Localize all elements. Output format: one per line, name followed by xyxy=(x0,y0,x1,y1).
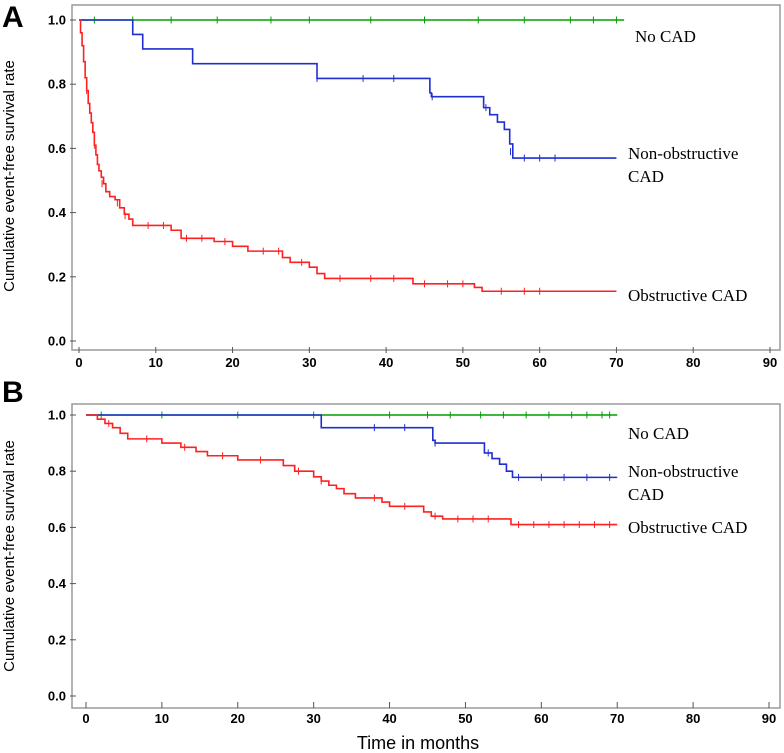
panel-b-y-tick-label: 0.0 xyxy=(48,689,66,704)
panel-b-x-tick-label: 30 xyxy=(306,711,320,726)
panel-a-x-tick-label: 10 xyxy=(149,355,163,370)
panel-a-x-tick-label: 40 xyxy=(379,355,393,370)
panel-a-x-tick-label: 0 xyxy=(75,355,82,370)
panel-a-ticks: 0 10 20 30 40 50 60 70 80 90 0.0 0.2 0.4 0.6 0.8 1.0 xyxy=(48,13,777,371)
panel-a-y-tick-label: 0.8 xyxy=(48,77,66,92)
panel-a-label-nonobstructive-line1: Non-obstructive xyxy=(628,144,738,163)
panel-b-label-no-cad: No CAD xyxy=(628,424,689,443)
panel-a-letter: A xyxy=(2,1,24,34)
panel-b-letter: B xyxy=(2,376,24,409)
panel-a-x-tick-label: 80 xyxy=(686,355,700,370)
panel-a: A Cumulative event-free survival rate 0 1… xyxy=(1,1,781,371)
panel-b-y-tick-label: 1.0 xyxy=(48,408,66,423)
panel-a-x-tick-label: 50 xyxy=(456,355,470,370)
panel-a-series xyxy=(79,16,625,295)
panel-a-y-axis-label: Cumulative event-free survival rate xyxy=(1,60,18,292)
panel-b-x-tick-label: 60 xyxy=(534,711,548,726)
panel-a-y-tick-label: 0.4 xyxy=(48,205,67,220)
panel-b-x-tick-label: 70 xyxy=(610,711,624,726)
panel-b-x-tick-label: 80 xyxy=(686,711,700,726)
panel-b-label-nonobstructive-line1: Non-obstructive xyxy=(628,462,738,481)
panel-a-x-tick-label: 90 xyxy=(763,355,777,370)
panel-b-y-tick-label: 0.8 xyxy=(48,464,66,479)
panel-b-label-nonobstructive-line2: CAD xyxy=(628,485,664,504)
panel-b-y-axis-label: Cumulative event-free survival rate xyxy=(1,440,18,672)
panel-b-y-tick-label: 0.2 xyxy=(48,632,66,647)
panel-a-label-no-cad: No CAD xyxy=(635,27,696,46)
panel-a-x-tick-label: 20 xyxy=(225,355,239,370)
panel-a-frame xyxy=(71,4,781,351)
panel-a-y-tick-label: 0.6 xyxy=(48,141,66,156)
panel-b-ticks: 0 10 20 30 40 50 60 70 80 90 0.0 0.2 0.4 0.6 0.8 1.0 xyxy=(48,408,776,727)
panel-b-x-tick-label: 40 xyxy=(382,711,396,726)
panel-a-x-tick-label: 30 xyxy=(302,355,316,370)
panel-b-x-tick-label: 10 xyxy=(155,711,169,726)
panel-b-x-tick-label: 0 xyxy=(82,711,89,726)
panel-a-y-tick-label: 0.0 xyxy=(48,334,66,349)
panel-b-series xyxy=(86,411,618,529)
panel-a-curve-obstructive-cad xyxy=(79,19,617,293)
panel-a-y-tick-label: 0.2 xyxy=(48,269,66,284)
panel-a-curve-nonobstructive-cad xyxy=(79,19,617,159)
panel-b-x-tick-label: 20 xyxy=(231,711,245,726)
panel-a-label-obstructive: Obstructive CAD xyxy=(628,286,747,305)
panel-b-label-obstructive: Obstructive CAD xyxy=(628,518,747,537)
panel-a-y-tick-label: 1.0 xyxy=(48,13,66,28)
panel-b-x-tick-label: 50 xyxy=(458,711,472,726)
panel-b: B Cumulative event-free survival rate 0 1… xyxy=(1,376,781,753)
panel-b-curve-nonobstructive-cad xyxy=(86,414,618,479)
panel-b-y-tick-label: 0.4 xyxy=(48,576,67,591)
panel-b-y-tick-label: 0.6 xyxy=(48,520,66,535)
panel-b-x-tick-label: 90 xyxy=(762,711,776,726)
panel-b-curve-obstructive-cad xyxy=(86,414,618,526)
panel-b-frame xyxy=(71,403,781,709)
panel-a-x-tick-label: 60 xyxy=(532,355,546,370)
panel-a-label-nonobstructive-line2: CAD xyxy=(628,167,664,186)
panel-a-x-tick-label: 70 xyxy=(609,355,623,370)
x-axis-label: Time in months xyxy=(357,733,479,753)
